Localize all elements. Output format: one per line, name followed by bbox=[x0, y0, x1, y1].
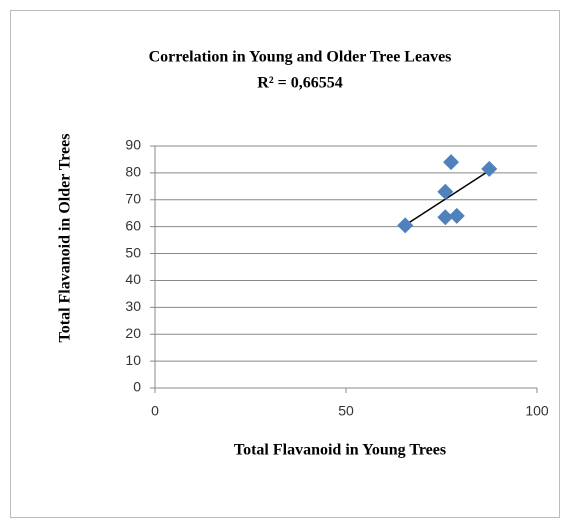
point bbox=[437, 183, 454, 200]
point bbox=[397, 217, 414, 234]
x-tick-label: 0 bbox=[151, 403, 159, 419]
y-axis-label: Total Flavanoid in Older Trees bbox=[57, 134, 74, 343]
y-tick-label: 80 bbox=[125, 164, 141, 180]
point bbox=[437, 209, 454, 226]
y-tick-label: 0 bbox=[133, 379, 141, 395]
y-tick-label: 10 bbox=[125, 352, 141, 368]
x-axis-label: Total Flavanoid in Young Trees bbox=[234, 442, 446, 459]
chart-subtitle: R² = 0,66554 bbox=[257, 75, 342, 92]
y-tick-label: 60 bbox=[125, 217, 141, 233]
chart-title: Correlation in Young and Older Tree Leav… bbox=[149, 49, 452, 66]
y-tick-label: 50 bbox=[125, 244, 141, 260]
trendline bbox=[404, 170, 490, 226]
y-tick-label: 30 bbox=[125, 298, 141, 314]
point bbox=[443, 154, 460, 171]
chart-border bbox=[10, 10, 560, 518]
point bbox=[481, 160, 498, 177]
x-tick-label: 50 bbox=[338, 403, 354, 419]
point bbox=[448, 207, 465, 224]
x-tick-label: 100 bbox=[525, 403, 549, 419]
y-tick-label: 40 bbox=[125, 271, 141, 287]
y-tick-label: 70 bbox=[125, 190, 141, 206]
y-tick-label: 20 bbox=[125, 325, 141, 341]
y-tick-label: 90 bbox=[125, 137, 141, 153]
